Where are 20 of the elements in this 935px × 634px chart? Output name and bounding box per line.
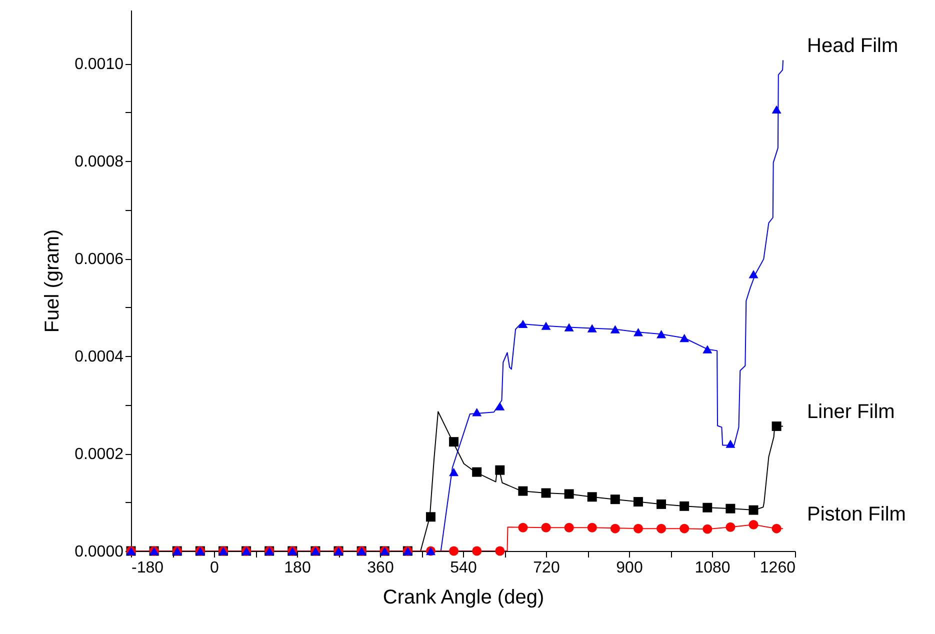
x-tick-label: 900 <box>616 560 643 576</box>
x-tick-label: 1260 <box>760 560 796 576</box>
x-tick-label: 720 <box>533 560 560 576</box>
x-tick-label: 180 <box>284 560 311 576</box>
x-tick-label: 0 <box>210 560 220 576</box>
x-axis-title: Crank Angle (deg) <box>382 586 544 608</box>
x-tick-label: 540 <box>450 560 477 576</box>
series-label: Head Film <box>807 35 898 58</box>
x-tick-label: 1080 <box>694 560 730 576</box>
x-tick-label: 360 <box>367 560 394 576</box>
y-tick-label: 0.0006 <box>74 251 124 268</box>
y-tick-label: 0.0004 <box>74 348 124 366</box>
y-tick-label: 0.0000 <box>74 544 124 560</box>
y-tick-label: 0.0008 <box>74 154 124 171</box>
y-tick-label: 0.0002 <box>74 446 124 464</box>
y-tick-label: 0.0010 <box>74 56 124 74</box>
y-axis-title: Fuel (gram) <box>42 229 64 333</box>
series-label: Piston Film <box>807 504 906 526</box>
x-tick-label: -180 <box>132 560 164 576</box>
series-label: Liner Film <box>807 401 895 424</box>
